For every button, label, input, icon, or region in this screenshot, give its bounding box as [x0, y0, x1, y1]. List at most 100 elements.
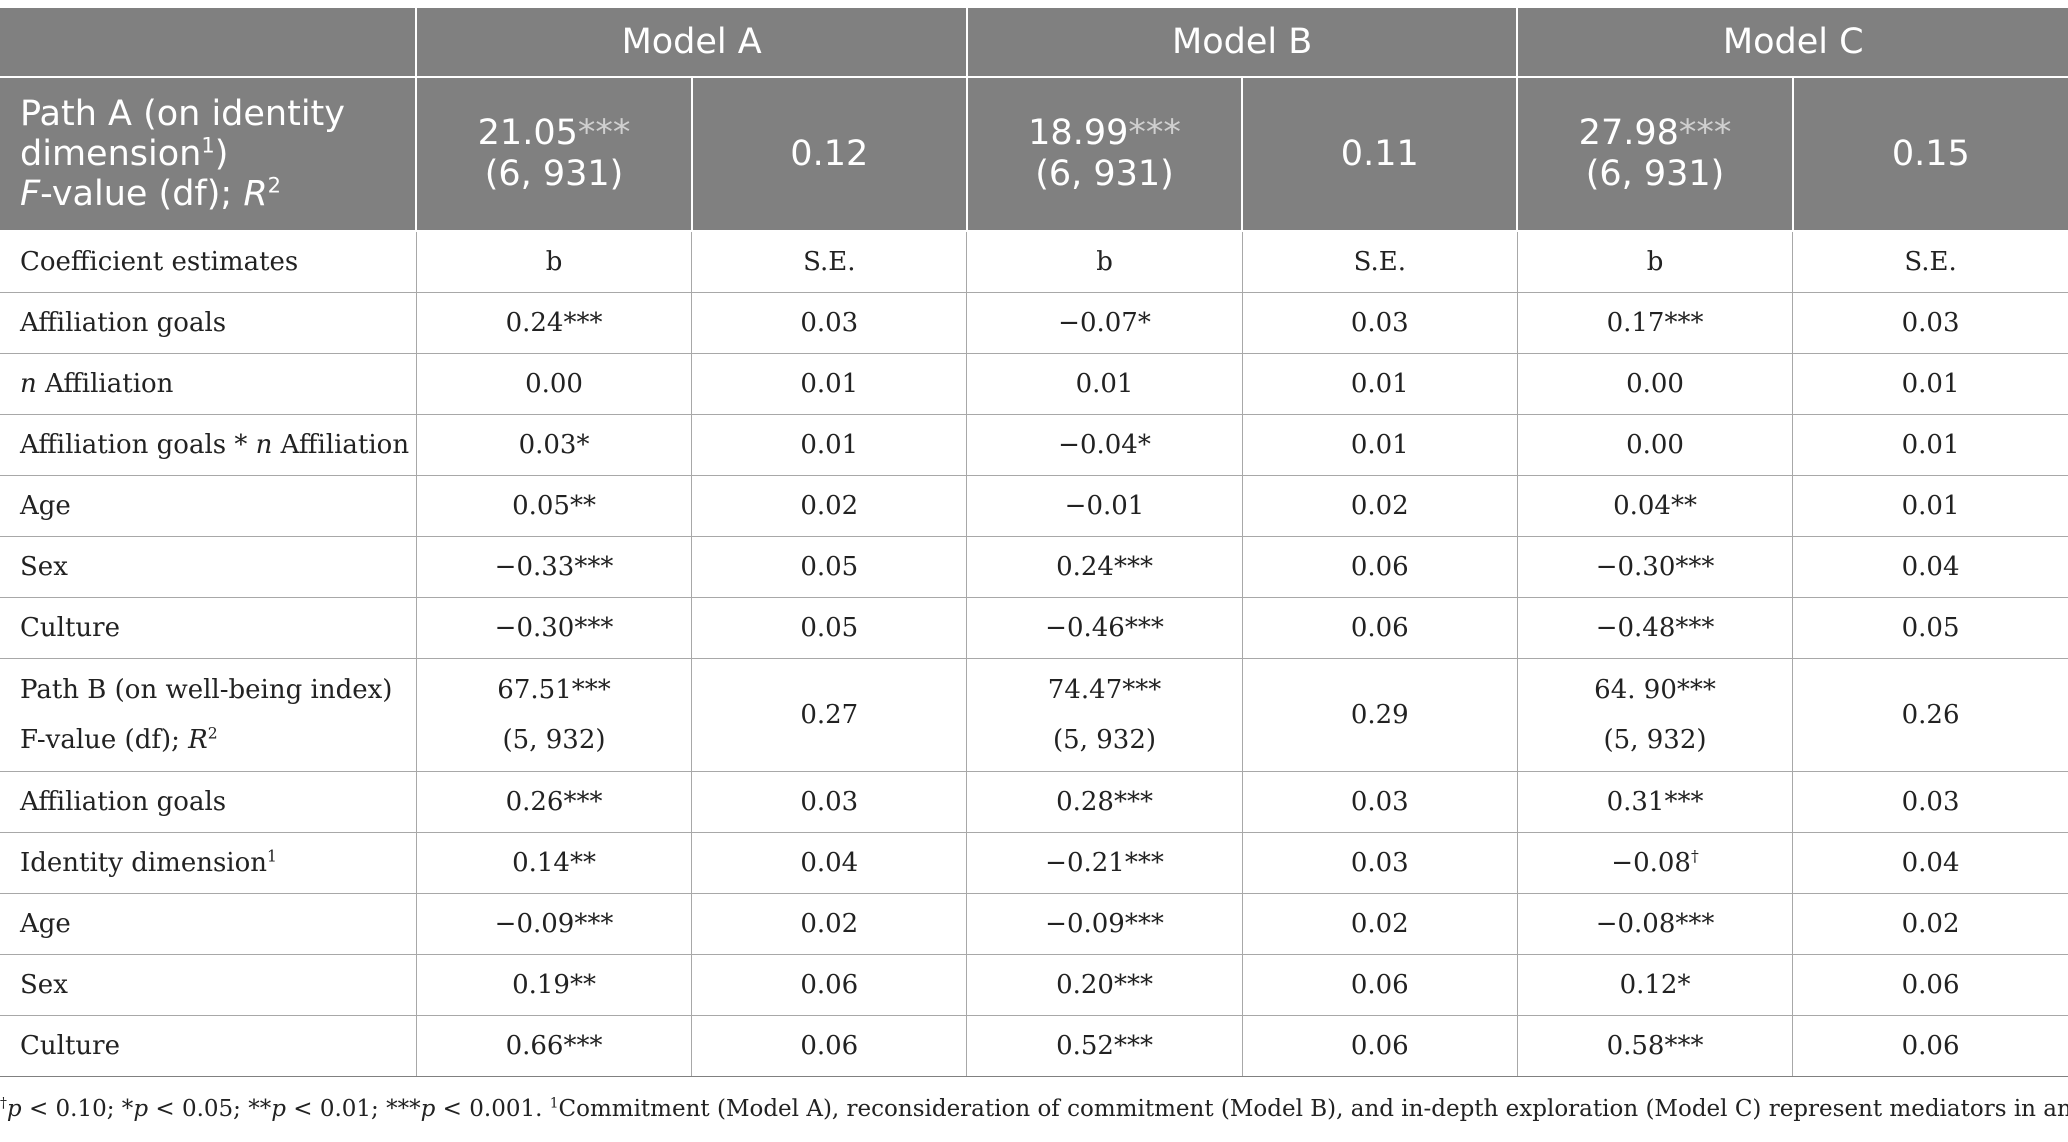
table-cell: 0.06 — [691, 1015, 968, 1077]
table-cell: 0.02 — [691, 893, 968, 955]
table-cell: −0.30*** — [1516, 536, 1794, 598]
path-a-model-c-f: 27.98*** (6, 931) — [1516, 77, 1794, 232]
table-cell: 0.20*** — [966, 954, 1243, 1016]
path-b-label: Path B (on well-being index) F-value (df)… — [0, 658, 417, 772]
table-cell: −0.21*** — [966, 832, 1243, 894]
table-cell: 0.01 — [1241, 353, 1518, 415]
table-cell: 0.05** — [415, 475, 693, 537]
path-b-model-a-r2: 0.27 — [691, 658, 968, 772]
path-a-label: Path A (on identity dimension1) F-value … — [0, 77, 418, 232]
table-row: Affiliation goals 0.24*** 0.03 −0.07* 0.… — [0, 292, 2068, 354]
table-cell: 0.02 — [1792, 893, 2068, 955]
table-row: Culture −0.30*** 0.05 −0.46*** 0.06 −0.4… — [0, 597, 2068, 659]
table-cell: −0.46*** — [966, 597, 1243, 659]
table-cell: 0.01 — [966, 353, 1243, 415]
table-row: Sex −0.33*** 0.05 0.24*** 0.06 −0.30*** … — [0, 536, 2068, 598]
table-cell: 0.04** — [1516, 475, 1794, 537]
table-cell: 0.28*** — [966, 771, 1243, 833]
table-row: Sex 0.19** 0.06 0.20*** 0.06 0.12* 0.06 — [0, 954, 2068, 1016]
path-a-model-a-r2: 0.12 — [690, 77, 968, 232]
table-row: n Affiliation 0.00 0.01 0.01 0.01 0.00 0… — [0, 353, 2068, 415]
row-label: Affiliation goals — [0, 771, 417, 833]
table-cell: 0.03* — [415, 414, 693, 476]
table-cell: −0.08† — [1516, 832, 1794, 894]
table-cell: 0.52*** — [966, 1015, 1243, 1077]
table-cell: 0.14** — [415, 832, 693, 894]
table-cell: 0.00 — [1516, 414, 1794, 476]
table-cell: −0.30*** — [415, 597, 693, 659]
table-cell: 0.03 — [1792, 771, 2068, 833]
table-row: Age 0.05** 0.02 −0.01 0.02 0.04** 0.01 — [0, 475, 2068, 537]
path-a-model-b-f: 18.99*** (6, 931) — [965, 77, 1244, 232]
table-cell: 0.17*** — [1516, 292, 1794, 354]
table-cell: 0.01 — [1792, 414, 2068, 476]
table-row: Age −0.09*** 0.02 −0.09*** 0.02 −0.08***… — [0, 893, 2068, 955]
table-cell: 0.03 — [1241, 771, 1518, 833]
row-label: Sex — [0, 536, 417, 598]
path-b-model-a-f: 67.51*** (5, 932) — [415, 658, 693, 772]
table-cell: 0.01 — [1241, 414, 1518, 476]
path-b-model-c-r2: 0.26 — [1792, 658, 2068, 772]
table-cell: S.E. — [1792, 230, 2068, 293]
table-cell: 0.26*** — [415, 771, 693, 833]
table-cell: S.E. — [1241, 230, 1518, 293]
table-cell: −0.33*** — [415, 536, 693, 598]
table-cell: 0.03 — [1241, 832, 1518, 894]
table-cell: −0.04* — [966, 414, 1243, 476]
row-label: Culture — [0, 597, 417, 659]
table-cell: b — [966, 230, 1243, 293]
path-b-row: Path B (on well-being index) F-value (df)… — [0, 658, 2068, 772]
table-cell: 0.12* — [1516, 954, 1794, 1016]
path-b-model-c-f: 64. 90*** (5, 932) — [1516, 658, 1794, 772]
row-label: Coefficient estimates — [0, 230, 417, 293]
row-label: Sex — [0, 954, 417, 1016]
table-cell: 0.01 — [1792, 353, 2068, 415]
table-cell: b — [415, 230, 693, 293]
table-cell: 0.06 — [691, 954, 968, 1016]
table-cell: 0.00 — [1516, 353, 1794, 415]
row-label: Culture — [0, 1015, 417, 1077]
table-cell: 0.05 — [691, 597, 968, 659]
table-row: Culture 0.66*** 0.06 0.52*** 0.06 0.58**… — [0, 1015, 2068, 1077]
table-cell: 0.06 — [1792, 1015, 2068, 1077]
path-a-model-c-r2: 0.15 — [1791, 77, 2068, 232]
row-label: Affiliation goals — [0, 292, 417, 354]
header-corner — [0, 8, 418, 78]
table-cell: 0.02 — [1241, 893, 1518, 955]
table-cell: −0.09*** — [966, 893, 1243, 955]
table-row: Affiliation goals 0.26*** 0.03 0.28*** 0… — [0, 771, 2068, 833]
table-cell: 0.01 — [691, 353, 968, 415]
table-cell: 0.00 — [415, 353, 693, 415]
row-label: Age — [0, 893, 417, 955]
table-cell: 0.02 — [691, 475, 968, 537]
table-row: Coefficient estimates b S.E. b S.E. b S.… — [0, 230, 2068, 293]
table-cell: 0.06 — [1241, 536, 1518, 598]
row-label: n Affiliation — [0, 353, 417, 415]
table-cell: 0.01 — [691, 414, 968, 476]
model-b-header: Model B — [965, 8, 1519, 78]
table-cell: 0.04 — [1792, 536, 2068, 598]
table-cell: 0.04 — [1792, 832, 2068, 894]
table-cell: −0.08*** — [1516, 893, 1794, 955]
table-cell: −0.07* — [966, 292, 1243, 354]
table-cell: 0.24*** — [415, 292, 693, 354]
table-cell: 0.03 — [691, 771, 968, 833]
table-cell: 0.66*** — [415, 1015, 693, 1077]
table-cell: 0.06 — [1241, 597, 1518, 659]
table-cell: 0.03 — [691, 292, 968, 354]
table-cell: 0.19** — [415, 954, 693, 1016]
table-cell: 0.03 — [1792, 292, 2068, 354]
table-row: Identity dimension1 0.14** 0.04 −0.21***… — [0, 832, 2068, 894]
table-cell: 0.01 — [1792, 475, 2068, 537]
table-cell: −0.01 — [966, 475, 1243, 537]
table-cell: 0.05 — [1792, 597, 2068, 659]
row-label: Affiliation goals * n Affiliation — [0, 414, 417, 476]
table-row: Affiliation goals * n Affiliation 0.03* … — [0, 414, 2068, 476]
path-b-model-b-f: 74.47*** (5, 932) — [966, 658, 1243, 772]
table-cell: 0.58*** — [1516, 1015, 1794, 1077]
table-cell: 0.03 — [1241, 292, 1518, 354]
table-cell: 0.05 — [691, 536, 968, 598]
model-header-row: Model A Model B Model C — [0, 8, 2068, 78]
table-cell: b — [1516, 230, 1794, 293]
table-cell: 0.06 — [1792, 954, 2068, 1016]
